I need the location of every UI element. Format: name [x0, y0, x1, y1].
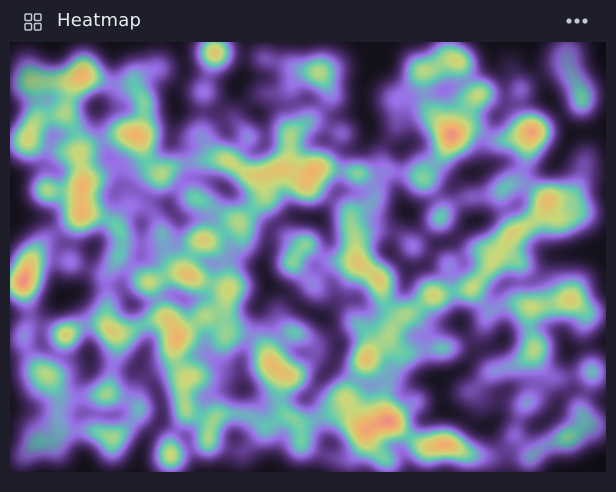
panel-title: Heatmap — [57, 10, 142, 31]
heatmap-chart[interactable] — [10, 42, 606, 472]
more-horizontal-icon[interactable] — [562, 10, 592, 32]
grid-icon[interactable] — [24, 13, 42, 31]
heatmap-svg — [10, 42, 606, 472]
panel-header: Heatmap — [0, 0, 616, 42]
